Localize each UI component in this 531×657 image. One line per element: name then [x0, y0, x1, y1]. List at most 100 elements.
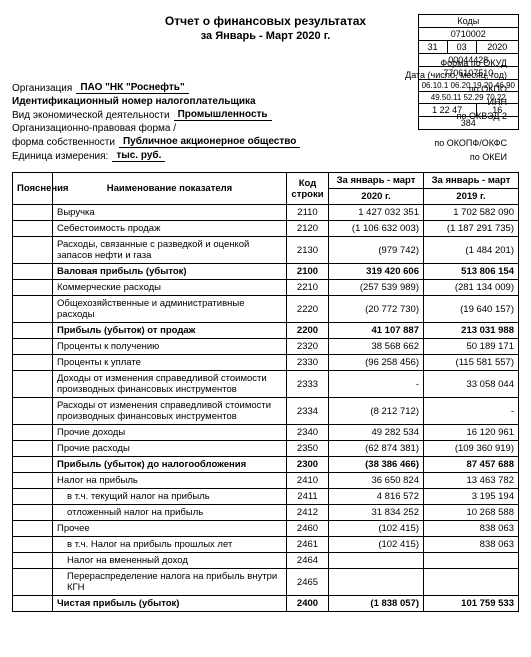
cell-name: Прибыль (убыток) до налогообложения	[53, 457, 287, 473]
cell-code: 2110	[287, 205, 329, 221]
codes-title: Коды	[418, 15, 518, 28]
cell-explanation	[13, 457, 53, 473]
code-okved-1: 06.10.1 06.20 19.20 46.90	[418, 80, 518, 92]
cell-previous: (109 360 919)	[424, 441, 519, 457]
col-name: Наименование показателя	[53, 173, 287, 205]
cell-code: 2210	[287, 280, 329, 296]
cell-current: 41 107 887	[329, 323, 424, 339]
cell-explanation	[13, 489, 53, 505]
cell-current: 1 427 032 351	[329, 205, 424, 221]
cell-explanation	[13, 505, 53, 521]
cell-name: Доходы от изменения справедливой стоимос…	[53, 371, 287, 398]
cell-explanation	[13, 280, 53, 296]
cell-explanation	[13, 441, 53, 457]
cell-explanation	[13, 425, 53, 441]
table-row: Расходы от изменения справедливой стоимо…	[13, 398, 519, 425]
cell-previous: 213 031 988	[424, 323, 519, 339]
cell-name: отложенный налог на прибыль	[53, 505, 287, 521]
cell-code: 2350	[287, 441, 329, 457]
table-row: Проценты к уплате2330(96 258 456)(115 58…	[13, 355, 519, 371]
cell-current: (257 539 989)	[329, 280, 424, 296]
cell-current: (96 258 456)	[329, 355, 424, 371]
cell-explanation	[13, 521, 53, 537]
cell-previous: (115 581 557)	[424, 355, 519, 371]
cell-code: 2461	[287, 537, 329, 553]
cell-code: 2334	[287, 398, 329, 425]
cell-current: (38 386 466)	[329, 457, 424, 473]
table-row: Коммерческие расходы2210(257 539 989)(28…	[13, 280, 519, 296]
cell-previous: 10 268 588	[424, 505, 519, 521]
cell-name: Налог на прибыль	[53, 473, 287, 489]
cell-previous: (1 187 291 735)	[424, 221, 519, 237]
cell-code: 2411	[287, 489, 329, 505]
cell-current: (20 772 730)	[329, 296, 424, 323]
cell-name: Налог на вмененный доход	[53, 553, 287, 569]
own-value: Публичное акционерное общество	[119, 136, 300, 148]
cell-name: Прочие расходы	[53, 441, 287, 457]
cell-current	[329, 553, 424, 569]
cell-current: (979 742)	[329, 237, 424, 264]
col-cur-year: 2020 г.	[329, 189, 424, 205]
cell-code: 2330	[287, 355, 329, 371]
cell-current: 36 650 824	[329, 473, 424, 489]
cell-name: Прочее	[53, 521, 287, 537]
cell-explanation	[13, 553, 53, 569]
org-value: ПАО "НК "Роснефть"	[76, 82, 188, 94]
table-row: Налог на вмененный доход2464	[13, 553, 519, 569]
cell-code: 2200	[287, 323, 329, 339]
cell-explanation	[13, 371, 53, 398]
code-okved-2: 49.50.11 52.29 70.22	[418, 92, 518, 104]
table-row: Доходы от изменения справедливой стоимос…	[13, 371, 519, 398]
cell-code: 2130	[287, 237, 329, 264]
cell-previous: 101 759 533	[424, 596, 519, 612]
cell-name: Расходы от изменения справедливой стоимо…	[53, 398, 287, 425]
code-year: 2020	[476, 41, 518, 54]
code-okfs: 16	[476, 104, 518, 117]
cell-current: (1 838 057)	[329, 596, 424, 612]
cell-code: 2400	[287, 596, 329, 612]
cell-code: 2100	[287, 264, 329, 280]
cell-name: Прибыль (убыток) от продаж	[53, 323, 287, 339]
table-row: Налог на прибыль241036 650 82413 463 782	[13, 473, 519, 489]
cell-previous: 87 457 688	[424, 457, 519, 473]
table-row: Выручка21101 427 032 3511 702 582 090	[13, 205, 519, 221]
cell-name: Чистая прибыль (убыток)	[53, 596, 287, 612]
col-prev-period: За январь - март	[424, 173, 519, 189]
cell-explanation	[13, 221, 53, 237]
own-label: форма собственности	[12, 137, 115, 148]
code-inn: 7706107510	[418, 67, 518, 80]
table-row: отложенный налог на прибыль241231 834 25…	[13, 505, 519, 521]
cell-name: Прочие доходы	[53, 425, 287, 441]
cell-code: 2120	[287, 221, 329, 237]
cell-explanation	[13, 569, 53, 596]
cell-code: 2220	[287, 296, 329, 323]
col-explanations: Пояснения	[13, 173, 53, 205]
cell-name: Выручка	[53, 205, 287, 221]
table-row: Прочие расходы2350(62 874 381)(109 360 9…	[13, 441, 519, 457]
cell-current: (1 106 632 003)	[329, 221, 424, 237]
cell-explanation	[13, 398, 53, 425]
cell-current: 31 834 252	[329, 505, 424, 521]
col-prev-year: 2019 г.	[424, 189, 519, 205]
cell-code: 2410	[287, 473, 329, 489]
code-okopf: 1 22 47	[418, 104, 476, 117]
cell-current: 49 282 534	[329, 425, 424, 441]
cell-current: (102 415)	[329, 537, 424, 553]
cell-previous	[424, 569, 519, 596]
cell-previous: (19 640 157)	[424, 296, 519, 323]
col-cur-period: За январь - март	[329, 173, 424, 189]
code-okud: 0710002	[418, 28, 518, 41]
cell-name: Проценты к получению	[53, 339, 287, 355]
cell-previous: 13 463 782	[424, 473, 519, 489]
cell-explanation	[13, 205, 53, 221]
cell-previous: 50 189 171	[424, 339, 519, 355]
table-row: Чистая прибыль (убыток)2400(1 838 057)10…	[13, 596, 519, 612]
cell-name: Расходы, связанные с разведкой и оценкой…	[53, 237, 287, 264]
table-row: Общехозяйственные и административные рас…	[13, 296, 519, 323]
cell-current: (102 415)	[329, 521, 424, 537]
cell-current: 4 816 572	[329, 489, 424, 505]
cell-previous: 1 702 582 090	[424, 205, 519, 221]
cell-code: 2300	[287, 457, 329, 473]
code-day: 31	[418, 41, 447, 54]
cell-previous: (1 484 201)	[424, 237, 519, 264]
